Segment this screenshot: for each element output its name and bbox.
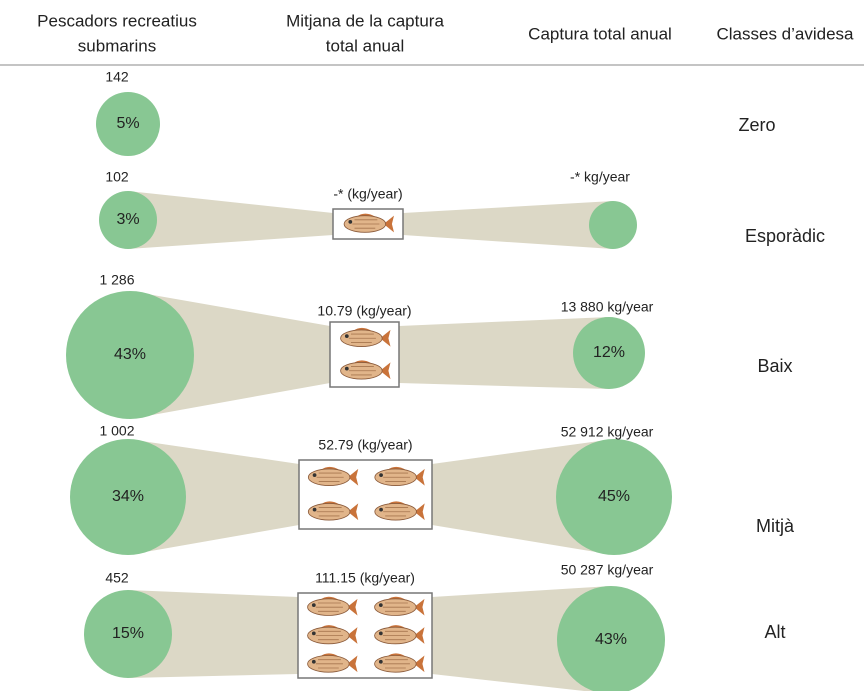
fish-tail xyxy=(414,468,425,486)
fish-icon xyxy=(307,466,359,486)
fish-stripes xyxy=(382,659,410,669)
cone xyxy=(128,191,333,249)
fish-eye xyxy=(348,220,353,224)
fish-stripes xyxy=(383,472,411,482)
mean-label: 52.79 (kg/year) xyxy=(318,437,412,453)
fish-stripes xyxy=(316,472,344,482)
fish-eye xyxy=(311,603,316,607)
fish-tail xyxy=(347,468,359,486)
total-share: 12% xyxy=(593,344,625,361)
fish-tail xyxy=(347,655,358,673)
fishers-count: 1 286 xyxy=(99,272,134,288)
mean-label: 10.79 (kg/year) xyxy=(317,303,411,319)
fish-tail xyxy=(414,627,425,644)
fishers-share: 15% xyxy=(112,625,144,642)
fish-eye xyxy=(379,507,383,512)
fish-tail xyxy=(380,329,391,347)
total-circle xyxy=(573,317,645,389)
total-label: 13 880 kg/year xyxy=(561,299,654,315)
class-label: Mitjà xyxy=(756,516,795,536)
fishers-count: 1 002 xyxy=(99,423,134,439)
class-label: Baix xyxy=(757,356,792,376)
column-header: Pescadors recreatius xyxy=(37,11,197,30)
fish-icon xyxy=(343,213,394,233)
fish-eye xyxy=(311,659,316,664)
fish-stripes xyxy=(315,630,343,641)
fish-icon xyxy=(307,625,358,645)
fishers-count: 102 xyxy=(105,169,129,185)
fish-stripes xyxy=(348,333,376,343)
column-header: Mitjana de la captura xyxy=(286,11,444,30)
total-label: -* kg/year xyxy=(570,169,630,185)
total-circle xyxy=(589,201,637,249)
total-label: 52 912 kg/year xyxy=(561,424,654,440)
fish-icon xyxy=(307,501,359,521)
fish-tail xyxy=(347,627,358,644)
fish-stripes xyxy=(382,602,410,612)
class-label: Zero xyxy=(738,115,775,135)
fish-stripes xyxy=(348,366,376,376)
fish-tail xyxy=(414,503,425,521)
fish-eye xyxy=(312,507,317,512)
fishers-circle xyxy=(66,291,194,419)
fishers-share: 34% xyxy=(112,488,144,505)
fish-tail xyxy=(380,362,391,380)
total-circle xyxy=(557,586,665,691)
fishers-circle xyxy=(99,191,157,249)
class-label: Alt xyxy=(764,622,785,642)
fish-icon xyxy=(374,466,425,486)
fishers-share: 43% xyxy=(114,346,146,363)
cone xyxy=(128,590,298,678)
fish-tail xyxy=(383,215,394,233)
fishers-share: 5% xyxy=(116,115,139,132)
fish-eye xyxy=(312,473,317,478)
fish-eye xyxy=(378,631,383,636)
fish-eye xyxy=(379,473,383,478)
column-header: Captura total anual xyxy=(528,24,672,43)
fishers-circle xyxy=(70,439,186,555)
fish-icon xyxy=(307,596,358,616)
fish-stripes xyxy=(352,219,380,229)
mean-label: -* (kg/year) xyxy=(333,186,402,202)
fish-icon xyxy=(340,327,391,347)
fishers-circle xyxy=(96,92,160,156)
column-header: submarins xyxy=(78,36,156,55)
fish-eye xyxy=(344,366,349,371)
fish-eye xyxy=(378,603,383,607)
fish-icon xyxy=(374,596,425,616)
fish-icon xyxy=(374,501,425,521)
fish-tail xyxy=(347,598,358,616)
total-share: 43% xyxy=(595,631,627,648)
class-label: Esporàdic xyxy=(745,226,825,246)
fish-icon xyxy=(374,653,425,673)
fish-stripes xyxy=(315,602,343,612)
fishers-circle xyxy=(84,590,172,678)
fish-stripes xyxy=(316,507,344,517)
fish-tail xyxy=(414,655,425,673)
fish-icon xyxy=(340,360,391,380)
fish-eye xyxy=(378,659,383,664)
cone xyxy=(403,201,613,249)
fish-stripes xyxy=(315,659,343,669)
fish-eye xyxy=(311,631,316,636)
fish-stripes xyxy=(383,507,411,517)
mean-label: 111.15 (kg/year) xyxy=(315,570,415,586)
fish-icon xyxy=(307,653,358,673)
fishers-count: 452 xyxy=(105,570,129,586)
total-circle xyxy=(556,439,672,555)
column-header: total anual xyxy=(326,36,404,55)
column-header: Classes d’avidesa xyxy=(716,24,854,43)
total-label: 50 287 kg/year xyxy=(561,562,654,578)
fish-stripes xyxy=(382,630,410,641)
fishers-count: 142 xyxy=(105,69,129,85)
fish-icon xyxy=(374,625,425,645)
fishers-share: 3% xyxy=(116,211,139,228)
fish-eye xyxy=(344,334,349,339)
fish-tail xyxy=(414,598,425,616)
fish-tail xyxy=(347,503,359,521)
total-share: 45% xyxy=(598,488,630,505)
cone xyxy=(399,317,609,389)
